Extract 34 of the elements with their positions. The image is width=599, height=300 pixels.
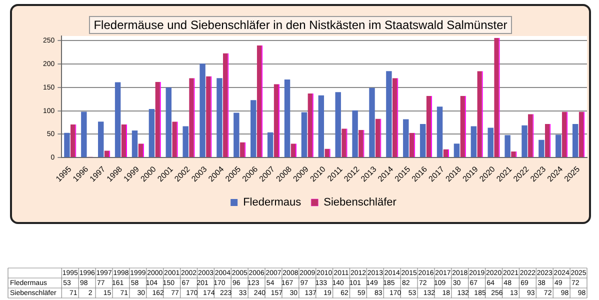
bar bbox=[98, 122, 104, 158]
bar bbox=[200, 64, 206, 158]
bar bbox=[250, 100, 256, 158]
bar bbox=[556, 134, 562, 158]
bar bbox=[420, 124, 426, 158]
bar bbox=[403, 119, 409, 158]
bar bbox=[318, 95, 324, 158]
chart-title: Fledermäuse und Siebenschläfer in den Nistkästen im Staatswald Salmünster bbox=[88, 16, 512, 34]
legend-label: Siebenschläfer bbox=[324, 196, 397, 209]
bar bbox=[132, 130, 138, 158]
bar bbox=[352, 110, 358, 158]
bar bbox=[436, 106, 443, 158]
bar bbox=[470, 126, 477, 158]
bar bbox=[572, 124, 578, 158]
bar bbox=[335, 92, 341, 158]
bar bbox=[301, 112, 308, 158]
bar bbox=[148, 108, 155, 158]
bar bbox=[284, 80, 290, 158]
bar bbox=[114, 82, 121, 158]
bar bbox=[538, 140, 544, 158]
bar bbox=[64, 132, 70, 158]
legend-label: Fledermaus bbox=[243, 196, 302, 209]
bar bbox=[81, 112, 87, 158]
bar bbox=[454, 144, 460, 158]
bar bbox=[182, 126, 188, 158]
bar bbox=[166, 87, 172, 158]
bar bbox=[386, 71, 392, 158]
bar bbox=[522, 125, 528, 158]
bar bbox=[234, 112, 240, 158]
bar bbox=[267, 132, 274, 158]
bar bbox=[369, 88, 375, 158]
bar bbox=[488, 128, 494, 158]
bar bbox=[216, 78, 222, 158]
bar bbox=[504, 135, 510, 158]
